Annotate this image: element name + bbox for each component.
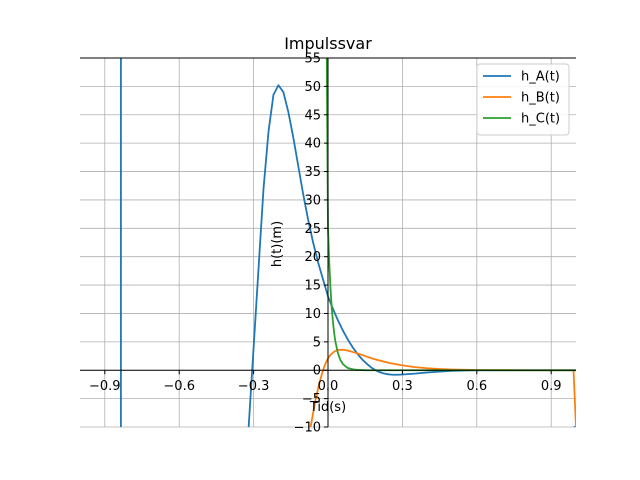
tick-labels: −0.9 −0.6 −0.3 0.0 0.3 0.6 0.9 −10 −5 0 5 10 15 20 25 3… — [89, 52, 562, 436]
y-tick-label-9: 35 — [304, 165, 321, 180]
x-tick-label-5: 0.6 — [466, 379, 487, 394]
legend-label-2: h_C(t) — [521, 112, 560, 127]
x-tick-label-2: −0.3 — [238, 379, 270, 394]
y-tick-label-3: 5 — [313, 335, 321, 350]
x-tick-label-1: −0.6 — [163, 379, 195, 394]
y-tick-label-8: 30 — [304, 193, 321, 208]
y-tick-label-1: −5 — [302, 392, 321, 407]
legend: h_A(t) h_B(t) h_C(t) — [476, 63, 570, 136]
x-tick-label-3: 0.0 — [318, 379, 339, 394]
y-tick-label-12: 50 — [304, 80, 321, 95]
y-tick-label-6: 20 — [304, 250, 321, 265]
legend-label-0: h_A(t) — [521, 70, 560, 85]
y-tick-label-2: 0 — [313, 364, 321, 379]
x-tick-label-6: 0.9 — [541, 379, 562, 394]
y-tick-label-10: 40 — [304, 137, 321, 152]
legend-label-1: h_B(t) — [521, 91, 560, 106]
chart-title: Impulssvar — [284, 34, 372, 53]
x-tick-label-0: −0.9 — [89, 379, 121, 394]
y-tick-label-11: 45 — [304, 108, 321, 123]
y-tick-label-13: 55 — [304, 52, 321, 67]
x-tick-label-4: 0.3 — [392, 379, 413, 394]
series-0-line-1 — [247, 84, 576, 427]
series-1-line-1 — [572, 370, 576, 427]
y-tick-label-5: 15 — [304, 279, 321, 294]
y-tick-label-7: 25 — [304, 222, 321, 237]
series-layer — [120, 58, 576, 427]
x-axis-label: Tid(s) — [309, 400, 346, 415]
y-tick-label-4: 10 — [304, 307, 321, 322]
y-tick-label-0: −10 — [294, 421, 321, 436]
y-axis-label: h(t)(m) — [270, 221, 285, 267]
